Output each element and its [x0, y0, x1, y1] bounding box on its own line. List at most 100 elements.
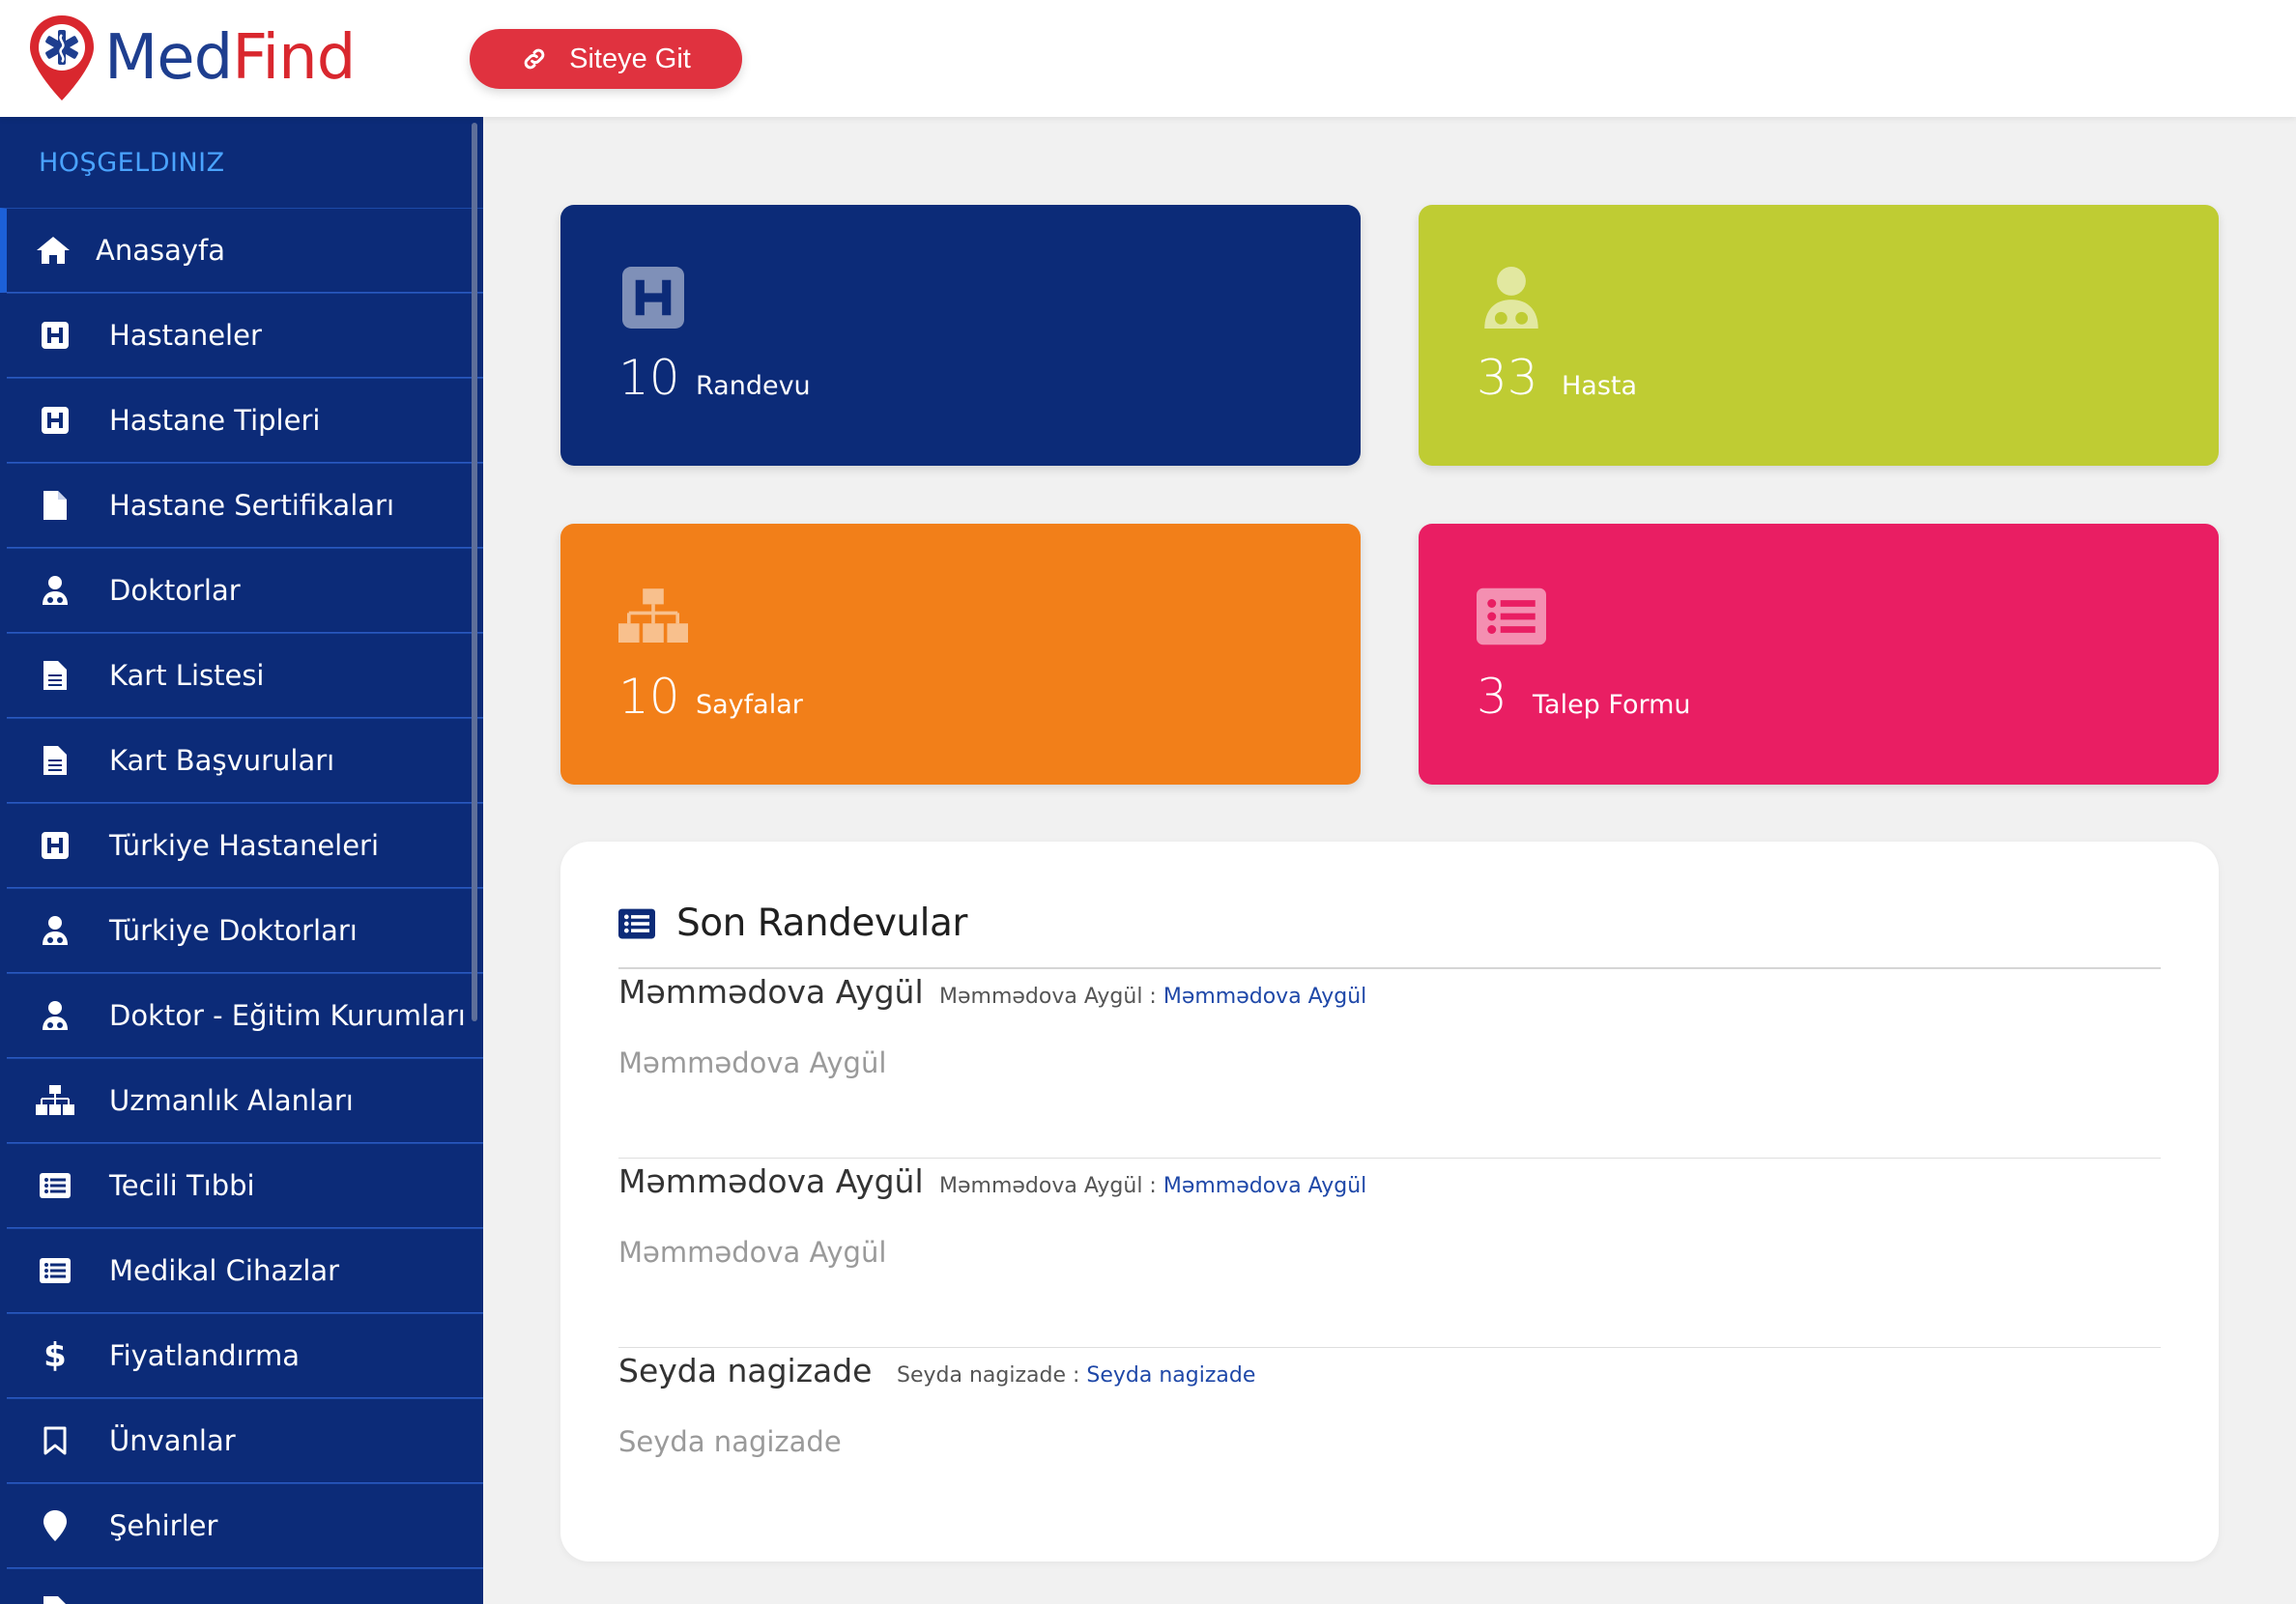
doctor-icon [1477, 263, 1546, 332]
sidebar-item-label: Şehirler [109, 1509, 218, 1542]
sidebar-item-medical-devices[interactable]: Medikal Cihazlar [7, 1228, 483, 1313]
appointment-meta: Məmmədova Aygül : Məmmədova Aygül [939, 1174, 1366, 1198]
stat-count: 3 [1477, 669, 1507, 725]
stat-card-request-form[interactable]: 3 Talep Formu [1419, 524, 2219, 785]
hospital-icon [618, 263, 688, 332]
sidebar-item-label: Uzmanlık Alanları [109, 1084, 354, 1117]
sidebar-item-card-applications[interactable]: Kart Başvuruları [7, 718, 483, 803]
list-alt-icon [618, 908, 655, 938]
appointment-subtitle: Məmmədova Aygül [618, 1236, 887, 1269]
go-to-site-label: Siteye Git [569, 43, 691, 74]
doctor-icon [36, 915, 74, 946]
appointment-meta: Məmmədova Aygül : Məmmədova Aygül [939, 985, 1366, 1009]
sidebar-item-specialties[interactable]: Uzmanlık Alanları [7, 1058, 483, 1143]
sidebar-item-more[interactable] [7, 1568, 483, 1604]
doctor-icon [36, 1000, 74, 1031]
sidebar-item-pricing[interactable]: $ Fiyatlandırma [7, 1313, 483, 1398]
sidebar-item-label: Medikal Cihazlar [109, 1254, 340, 1287]
panel-divider [618, 967, 2161, 969]
sidebar-item-doctor-education[interactable]: Doktor - Eğitim Kurumları [7, 973, 483, 1058]
list-alt-icon [36, 1173, 74, 1198]
stat-count: 10 [618, 350, 680, 406]
sidebar-item-label: Türkiye Doktorları [109, 914, 358, 947]
stat-label: Sayfalar [696, 690, 803, 720]
appointment-name: Seyda nagizade [618, 1352, 873, 1389]
logo-wordmark: MedFind [104, 22, 356, 94]
file-text-icon [36, 1596, 74, 1604]
hospital-icon [36, 322, 74, 349]
sidebar-item-hospital-types[interactable]: Hastane Tipleri [7, 378, 483, 463]
appointment-item[interactable]: Məmmədova Aygül Məmmədova Aygül : Məmməd… [618, 969, 2161, 1159]
panel-title: Son Randevular [676, 902, 967, 945]
appointment-meta-prefix: Məmmədova Aygül : [939, 1174, 1157, 1198]
hospital-icon [36, 407, 74, 434]
go-to-site-button[interactable]: Siteye Git [470, 29, 742, 89]
sidebar-item-label: Türkiye Hastaneleri [109, 829, 380, 862]
stat-card-appointments[interactable]: 10 Randevu [560, 205, 1361, 466]
sidebar-item-home[interactable]: Anasayfa [0, 208, 483, 293]
sidebar-item-label: Anasayfa [96, 234, 226, 267]
sidebar-item-turkey-hospitals[interactable]: Türkiye Hastaneleri [7, 803, 483, 888]
appointment-meta: Seyda nagizade : Seyda nagizade [897, 1363, 1255, 1388]
hospital-icon [36, 832, 74, 859]
sidebar-item-emergency-medical[interactable]: Tecili Tıbbi [7, 1143, 483, 1228]
stat-card-patients[interactable]: 33 Hasta [1419, 205, 2219, 466]
sidebar-item-label: Kart Listesi [109, 659, 265, 692]
doctor-icon [36, 575, 74, 606]
appointment-subtitle: Məmmədova Aygül [618, 1046, 887, 1079]
file-text-icon [36, 661, 74, 690]
file-icon [36, 491, 74, 520]
file-text-icon [36, 746, 74, 775]
appointment-link[interactable]: Məmmədova Aygül [1162, 1174, 1367, 1198]
panel-header: Son Randevular [618, 902, 967, 945]
sidebar-item-label: Doktor - Eğitim Kurumları [109, 999, 466, 1032]
sidebar-item-doctors[interactable]: Doktorlar [7, 548, 483, 633]
sidebar-item-turkey-doctors[interactable]: Türkiye Doktorları [7, 888, 483, 973]
appointment-item[interactable]: Seyda nagizade Seyda nagizade : Seyda na… [618, 1348, 2161, 1537]
sidebar-item-label: Tecili Tıbbi [109, 1169, 255, 1202]
medfind-logo[interactable]: MedFind [27, 14, 356, 102]
stat-count: 10 [618, 669, 680, 725]
medical-pin-icon [30, 15, 94, 100]
stat-count: 33 [1477, 350, 1538, 406]
sitemap-icon [618, 582, 688, 651]
list-alt-icon [1477, 582, 1546, 651]
sidebar-item-hospital-certificates[interactable]: Hastane Sertifikaları [7, 463, 483, 548]
sidebar-scrollbar[interactable] [472, 123, 477, 1021]
sidebar-item-card-list[interactable]: Kart Listesi [7, 633, 483, 718]
home-icon [34, 235, 72, 266]
sidebar-item-hospitals[interactable]: Hastaneler [7, 293, 483, 378]
sidebar: HOŞGELDINIZ Anasayfa Hastaneler Hastane … [0, 117, 483, 1604]
appointment-item[interactable]: Məmmədova Aygül Məmmədova Aygül : Məmməd… [618, 1159, 2161, 1348]
appointment-link[interactable]: Məmmədova Aygül [1162, 985, 1367, 1009]
sidebar-item-label: Hastane Tipleri [109, 404, 321, 437]
entry-divider [618, 1347, 2161, 1348]
link-icon [524, 48, 545, 70]
appointment-name: Məmmədova Aygül [618, 973, 924, 1011]
recent-appointments-panel: Son Randevular Məmmədova Aygül Məmmədova… [560, 842, 2219, 1561]
appointment-name: Məmmədova Aygül [618, 1162, 924, 1200]
appointment-subtitle: Seyda nagizade [618, 1425, 842, 1458]
appointment-link[interactable]: Seyda nagizade [1086, 1363, 1256, 1388]
sidebar-item-cities[interactable]: Şehirler [7, 1483, 483, 1568]
sidebar-item-label: Hastaneler [109, 319, 262, 352]
appointment-meta-prefix: Seyda nagizade : [897, 1363, 1080, 1388]
appointment-meta-prefix: Məmmədova Aygül : [939, 985, 1157, 1009]
stat-label: Randevu [696, 371, 811, 401]
sidebar-item-label: Kart Başvuruları [109, 744, 335, 777]
list-alt-icon [36, 1258, 74, 1283]
map-marker-icon [36, 1510, 74, 1541]
sidebar-item-label: Hastane Sertifikaları [109, 489, 394, 522]
sidebar-item-titles[interactable]: Ünvanlar [7, 1398, 483, 1483]
sidebar-item-label: Fiyatlandırma [109, 1339, 301, 1372]
welcome-heading: HOŞGELDINIZ [39, 147, 225, 178]
stat-label: Hasta [1562, 371, 1638, 401]
entry-divider [618, 1158, 2161, 1159]
dollar-icon: $ [43, 1336, 67, 1375]
bookmark-icon [36, 1426, 74, 1455]
sidebar-item-label: Doktorlar [109, 574, 241, 607]
stat-card-pages[interactable]: 10 Sayfalar [560, 524, 1361, 785]
stat-label: Talep Formu [1533, 690, 1691, 720]
sidebar-item-label: Ünvanlar [109, 1424, 236, 1457]
sitemap-icon [36, 1085, 74, 1116]
